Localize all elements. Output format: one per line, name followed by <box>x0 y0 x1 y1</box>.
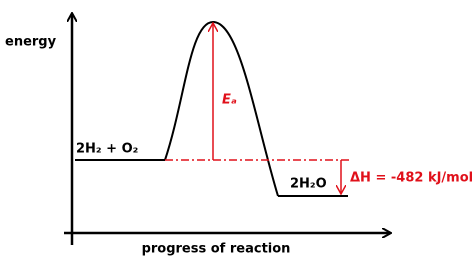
x-axis-label: progress of reaction <box>142 242 291 257</box>
activation-energy-label: Eₐ <box>222 93 237 108</box>
energy-curve <box>164 20 279 197</box>
products-label: 2H₂O <box>290 177 327 192</box>
reactants-label: 2H₂ + O₂ <box>76 142 138 157</box>
y-axis-label: energy <box>5 35 57 50</box>
enthalpy-label: ΔH = -482 kJ/mol <box>350 171 473 186</box>
